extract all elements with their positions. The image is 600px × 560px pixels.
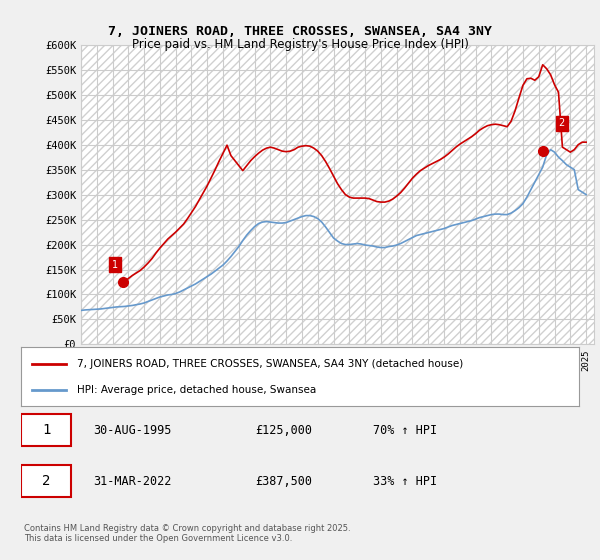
- Text: Contains HM Land Registry data © Crown copyright and database right 2025.
This d: Contains HM Land Registry data © Crown c…: [24, 524, 350, 543]
- Text: 2: 2: [559, 119, 565, 128]
- Text: 2: 2: [42, 474, 50, 488]
- Text: 31-MAR-2022: 31-MAR-2022: [94, 475, 172, 488]
- Text: HPI: Average price, detached house, Swansea: HPI: Average price, detached house, Swan…: [77, 385, 316, 395]
- Text: £125,000: £125,000: [256, 423, 313, 437]
- Text: £387,500: £387,500: [256, 475, 313, 488]
- Text: 1: 1: [42, 423, 50, 437]
- Text: 7, JOINERS ROAD, THREE CROSSES, SWANSEA, SA4 3NY: 7, JOINERS ROAD, THREE CROSSES, SWANSEA,…: [108, 25, 492, 38]
- Text: 70% ↑ HPI: 70% ↑ HPI: [373, 423, 437, 437]
- FancyBboxPatch shape: [21, 465, 71, 497]
- Text: 1: 1: [112, 259, 118, 269]
- Text: 7, JOINERS ROAD, THREE CROSSES, SWANSEA, SA4 3NY (detached house): 7, JOINERS ROAD, THREE CROSSES, SWANSEA,…: [77, 358, 463, 368]
- FancyBboxPatch shape: [21, 414, 71, 446]
- Text: Price paid vs. HM Land Registry's House Price Index (HPI): Price paid vs. HM Land Registry's House …: [131, 38, 469, 51]
- Text: 33% ↑ HPI: 33% ↑ HPI: [373, 475, 437, 488]
- Text: 30-AUG-1995: 30-AUG-1995: [94, 423, 172, 437]
